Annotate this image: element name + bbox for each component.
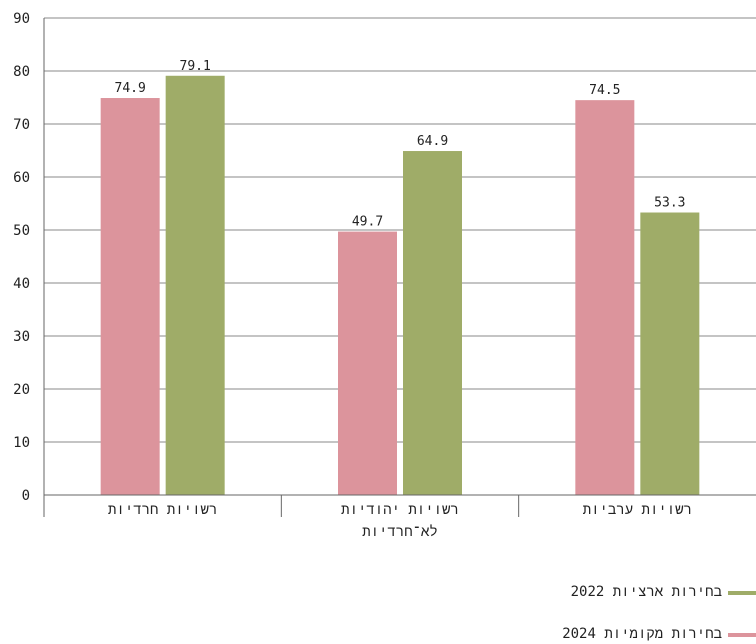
data-label: 79.1 [180,59,211,74]
y-tick-label: 90 [13,11,30,27]
legend-label: בחירות ארציות 2022 [570,584,722,600]
data-label: 74.5 [589,83,620,98]
bar [338,231,397,495]
bar [100,98,160,495]
legend-swatch-pink [728,632,756,637]
bar [403,151,462,495]
y-tick-label: 0 [22,488,30,504]
legend-item-local-2024: בחירות מקומיות 2024 [356,626,756,643]
x-tick-label: רשויות ערביות [583,502,692,518]
y-tick-label: 70 [13,117,30,133]
y-tick-label: 50 [13,223,30,239]
y-tick-label: 20 [13,382,30,398]
y-tick-label: 10 [13,435,30,451]
data-label: 74.9 [115,81,146,96]
data-labels: 74.9 79.1 49.7 64.9 74.5 53.3 [115,59,686,230]
y-tick-label: 30 [13,329,30,345]
data-label: 64.9 [417,134,448,149]
x-tick-label: רשויות יהודיות [341,502,459,518]
x-tick-label: לא־חרדיות [362,524,438,540]
data-label: 49.7 [352,215,383,230]
data-label: 53.3 [654,196,685,211]
y-tick-label: 60 [13,170,30,186]
legend-label: בחירות מקומיות 2024 [562,626,722,642]
y-tick-label: 40 [13,276,30,292]
legend-item-national-2022: בחירות ארציות 2022 [356,584,756,601]
bars [100,75,700,496]
axes: 0 10 20 30 40 50 60 70 80 90 רשויות חרדיות רשויות י… [13,11,756,540]
bar [640,212,700,495]
bar [575,100,635,496]
x-tick-label: רשויות חרדיות [108,502,217,518]
gridlines [44,17,756,443]
bar [165,75,225,496]
legend-swatch-green [728,590,756,595]
y-tick-label: 80 [13,64,30,80]
